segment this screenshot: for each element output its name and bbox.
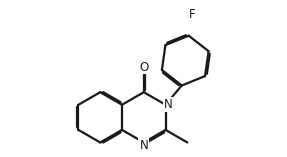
Text: N: N xyxy=(139,139,148,152)
Text: N: N xyxy=(164,98,173,111)
Text: O: O xyxy=(139,61,148,73)
Text: F: F xyxy=(188,8,195,21)
